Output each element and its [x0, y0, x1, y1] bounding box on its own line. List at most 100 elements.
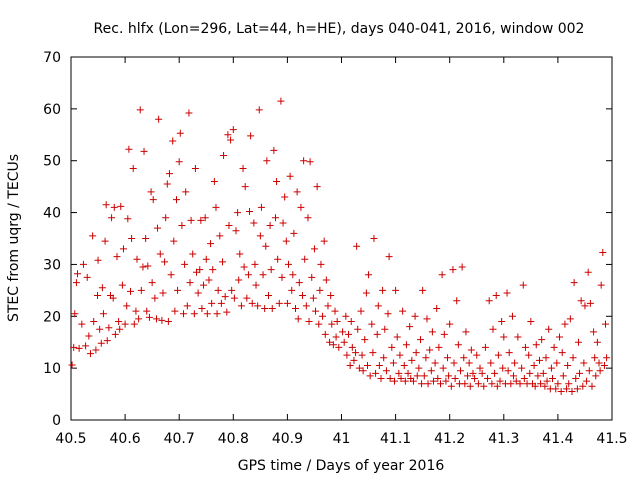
data-point: [461, 380, 469, 388]
data-point: [541, 382, 549, 390]
data-point: [251, 260, 259, 268]
data-point: [346, 362, 354, 370]
data-point: [216, 232, 224, 240]
data-point: [286, 172, 294, 180]
data-point: [230, 294, 238, 302]
data-point: [257, 203, 265, 211]
data-point: [389, 359, 397, 367]
data-point: [380, 354, 388, 362]
data-point: [274, 255, 282, 263]
data-point: [197, 216, 205, 224]
data-point: [585, 367, 593, 375]
data-point: [142, 235, 150, 242]
data-point: [492, 292, 500, 300]
data-point: [178, 222, 186, 230]
data-point: [156, 250, 164, 258]
data-point: [507, 380, 515, 388]
data-point: [190, 310, 198, 318]
data-point: [559, 372, 567, 380]
data-point: [268, 305, 276, 313]
data-point: [352, 349, 360, 357]
data-point: [147, 188, 155, 196]
data-point: [143, 307, 151, 315]
data-point: [361, 336, 369, 344]
data-point: [566, 315, 574, 323]
data-point: [295, 279, 303, 287]
data-point: [217, 299, 225, 307]
data-point: [532, 341, 540, 349]
data-point: [79, 260, 87, 268]
data-point: [158, 316, 166, 324]
data-point: [264, 292, 272, 300]
data-point: [596, 367, 604, 375]
data-points: [68, 97, 611, 395]
data-point: [583, 377, 591, 385]
chart-title: Rec. hlfx (Lon=296, Lat=44, h=HE), days …: [94, 21, 585, 37]
data-point: [428, 328, 436, 336]
data-point: [194, 289, 202, 297]
data-point: [254, 302, 262, 310]
data-point: [288, 286, 296, 294]
data-point: [322, 276, 330, 284]
data-point: [313, 183, 321, 191]
y-tick-label: 0: [52, 413, 61, 429]
y-tick-label: 70: [43, 50, 61, 66]
data-point: [83, 273, 91, 281]
data-point: [496, 377, 504, 385]
data-point: [557, 387, 565, 395]
data-point: [237, 302, 245, 310]
data-point: [538, 336, 546, 344]
data-point: [381, 325, 389, 333]
data-point: [412, 349, 420, 357]
data-point: [297, 203, 305, 211]
data-point: [481, 343, 489, 351]
data-point: [399, 307, 407, 315]
data-point: [207, 240, 215, 248]
data-point: [212, 203, 220, 211]
data-point: [353, 242, 361, 250]
data-point: [255, 106, 263, 114]
data-point: [384, 310, 392, 318]
data-point: [117, 202, 125, 210]
data-point: [413, 372, 421, 380]
data-point: [510, 372, 518, 380]
data-point: [422, 354, 430, 362]
data-point: [600, 362, 608, 370]
data-point: [545, 325, 553, 333]
data-point: [530, 362, 538, 370]
data-point: [335, 343, 343, 351]
data-point: [473, 351, 481, 359]
data-point: [309, 294, 317, 302]
data-point: [135, 315, 143, 323]
data-point: [503, 289, 511, 297]
x-tick-label: 41.1: [380, 431, 411, 447]
x-tick-label: 40.9: [272, 431, 303, 447]
data-point: [85, 332, 93, 340]
data-point: [293, 188, 301, 196]
data-point: [402, 341, 410, 349]
data-point: [154, 224, 162, 232]
data-point: [339, 328, 347, 336]
data-point: [466, 382, 474, 390]
data-point: [116, 325, 124, 333]
data-point: [155, 115, 163, 123]
data-point: [449, 266, 457, 274]
data-point: [102, 201, 110, 209]
data-point: [573, 385, 581, 393]
data-point: [159, 289, 167, 297]
x-axis-label: GPS time / Days of year 2016: [238, 458, 445, 474]
data-point: [277, 97, 285, 105]
data-point: [408, 356, 416, 364]
data-point: [328, 320, 336, 328]
data-point: [124, 215, 132, 223]
data-point: [148, 279, 156, 287]
data-point: [397, 375, 405, 383]
data-point: [426, 346, 434, 354]
data-point: [247, 132, 255, 140]
data-point: [149, 196, 157, 204]
data-point: [191, 164, 199, 172]
data-point: [597, 281, 605, 289]
data-point: [467, 346, 475, 354]
data-point: [113, 253, 121, 261]
